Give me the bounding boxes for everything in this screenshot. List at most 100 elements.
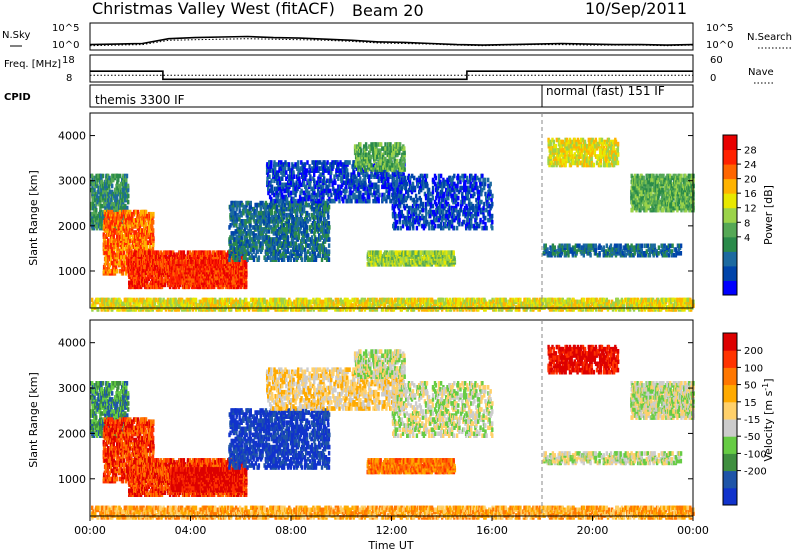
heatmap-cell (92, 202, 94, 207)
heatmap-cell (359, 176, 361, 181)
heatmap-cell (238, 217, 240, 222)
heatmap-cell (117, 178, 119, 183)
heatmap-cell (255, 211, 257, 216)
cpid-mode-1: themis 3300 IF (95, 93, 185, 107)
heatmap-cell (249, 223, 251, 228)
heatmap-cell (328, 229, 330, 234)
heatmap-cell (123, 251, 125, 256)
heatmap-cell (309, 251, 311, 256)
heatmap-cell (149, 275, 151, 280)
heatmap-cell (228, 257, 230, 262)
heatmap-cell (306, 160, 308, 165)
heatmap-cell (318, 223, 320, 228)
heatmap-cell (126, 206, 128, 211)
heatmap-cell (293, 221, 295, 226)
heatmap-cell (209, 250, 211, 255)
heatmap-cell (337, 176, 339, 181)
heatmap-cell (187, 250, 189, 255)
heatmap-cell (95, 208, 97, 213)
heatmap-cell (307, 179, 309, 184)
heatmap-cell (306, 229, 308, 234)
nsky-series-line (90, 37, 693, 46)
heatmap-cell (340, 191, 342, 196)
heatmap-cell (353, 181, 355, 186)
heatmap-cell (319, 207, 321, 212)
heatmap-cell (347, 172, 349, 177)
nave-label: Nave (748, 67, 774, 78)
heatmap-cell (115, 265, 117, 270)
heatmap-cell (240, 272, 242, 277)
heatmap-cell (108, 184, 110, 189)
heatmap-cell (252, 247, 254, 252)
heatmap-cell (266, 168, 268, 173)
heatmap-cell (308, 213, 310, 218)
heatmap-cell (170, 250, 172, 255)
heatmap-cell (152, 232, 154, 237)
heatmap-cell (303, 181, 305, 186)
heatmap-cell (342, 199, 344, 204)
heatmap-cell (294, 199, 296, 204)
heatmap-cell (314, 221, 316, 226)
heatmap-cell (292, 197, 294, 202)
heatmap-cell (287, 235, 289, 240)
heatmap-cell (116, 196, 118, 201)
heatmap-cell (237, 201, 239, 206)
heatmap-cell (312, 199, 314, 204)
heatmap-cell (101, 180, 103, 185)
heatmap-cell (276, 233, 278, 238)
heatmap-cell (111, 184, 113, 189)
heatmap-cell (358, 195, 360, 200)
heatmap-cell (338, 199, 340, 204)
heatmap-cell (266, 229, 268, 234)
heatmap-cell (303, 209, 305, 214)
heatmap-cell (145, 210, 147, 215)
heatmap-cell (329, 189, 331, 194)
heatmap-cell (329, 174, 331, 179)
heatmap-cell (241, 235, 243, 240)
heatmap-cell (309, 174, 311, 179)
heatmap-cell (327, 233, 329, 238)
heatmap-cell (242, 209, 244, 214)
heatmap-cell (313, 179, 315, 184)
heatmap-cell (250, 201, 252, 206)
heatmap-cell (286, 223, 288, 228)
heatmap-cell (280, 199, 282, 204)
heatmap-cell (249, 219, 251, 224)
heatmap-cell (93, 188, 95, 193)
heatmap-cell (371, 172, 373, 177)
heatmap-cell (350, 199, 352, 204)
heatmap-cell (328, 243, 330, 248)
heatmap-cell (317, 199, 319, 204)
heatmap-cell (228, 249, 230, 254)
heatmap-cell (109, 210, 111, 215)
heatmap-cell (322, 199, 324, 204)
heatmap-cell (298, 221, 300, 226)
heatmap-cell (313, 172, 315, 177)
heatmap-cell (273, 231, 275, 236)
radar-summary-plot: Christmas Valley West (fitACF) Beam 20 1… (0, 0, 800, 554)
heatmap-cell (302, 201, 304, 206)
heatmap-cell (368, 195, 370, 200)
heatmap-cell (349, 195, 351, 200)
nave-tick-bottom: 0 (710, 73, 716, 84)
heatmap-cell (229, 223, 231, 228)
heatmap-cell (293, 217, 295, 222)
heatmap-cell (304, 229, 306, 234)
heatmap-cell (255, 241, 257, 246)
heatmap-cell (344, 195, 346, 200)
heatmap-cell (275, 176, 277, 181)
heatmap-cell (108, 180, 110, 185)
heatmap-cell (279, 249, 281, 254)
plot-title: Christmas Valley West (fitACF) (92, 0, 335, 18)
heatmap-cell (295, 241, 297, 246)
heatmap-cell (235, 201, 237, 206)
heatmap-cell (300, 183, 302, 188)
heatmap-cell (308, 164, 310, 169)
heatmap-cell (309, 183, 311, 188)
heatmap-cell (117, 174, 119, 179)
heatmap-cell (316, 181, 318, 186)
heatmap-cell (260, 205, 262, 210)
heatmap-cell (240, 280, 242, 285)
heatmap-cell (259, 235, 261, 240)
heatmap-cell (137, 210, 139, 215)
